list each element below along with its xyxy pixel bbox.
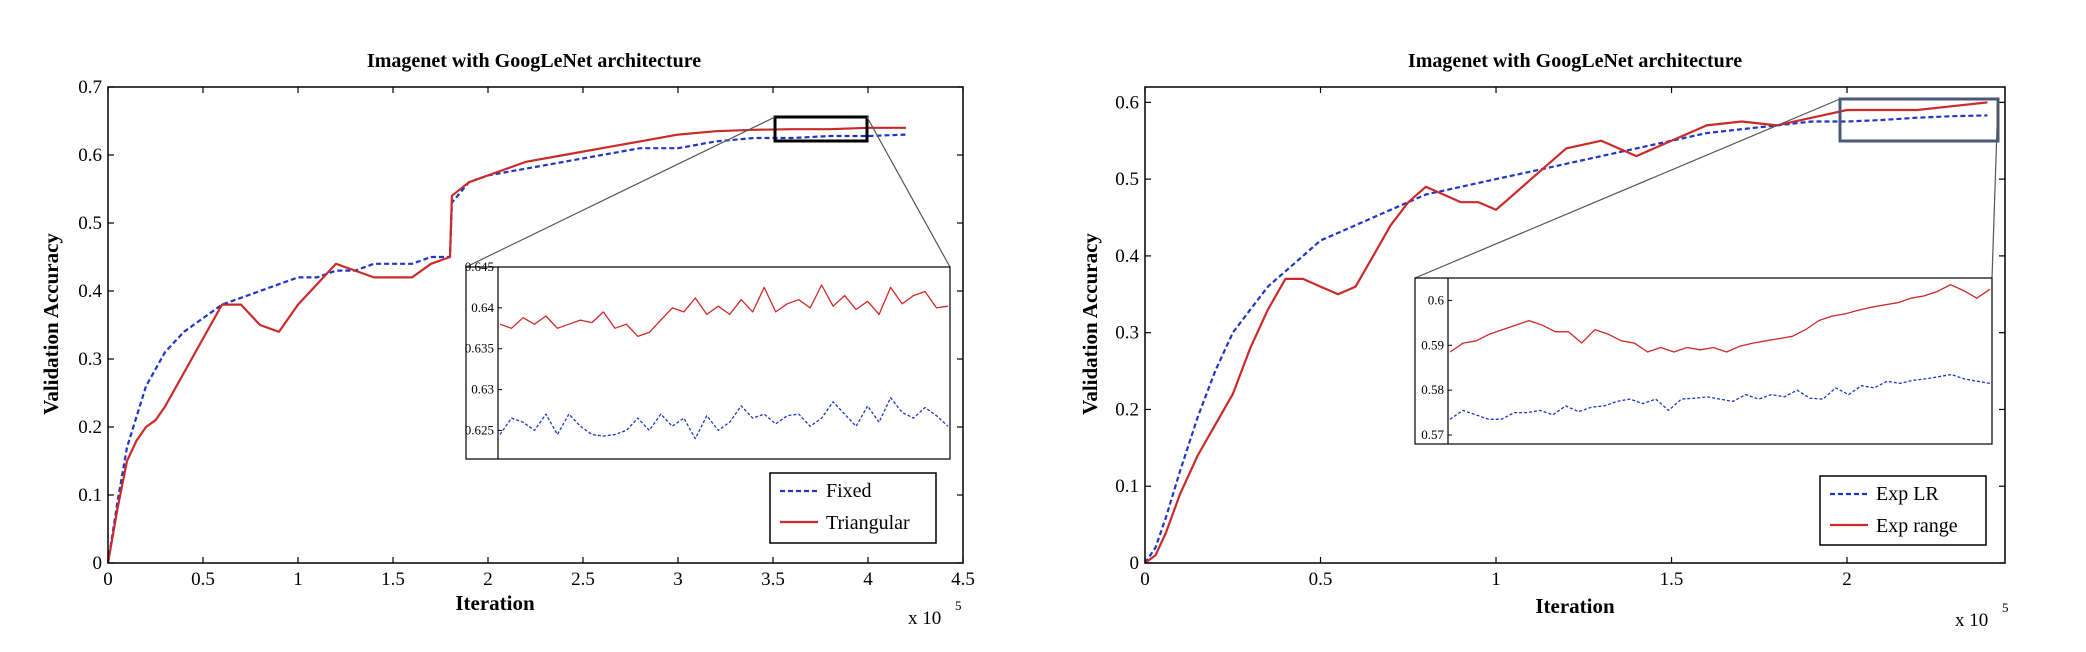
inset-series-line-fixed <box>499 397 949 440</box>
inset-y-tick-label: 0.59 <box>1421 337 1444 352</box>
chart-left: Imagenet with GoogLeNet architecture Ite… <box>39 50 975 629</box>
inset-y-tick-label: 0.58 <box>1421 382 1444 397</box>
inset-series-line-triangular <box>499 284 949 338</box>
inset-frame <box>465 266 951 460</box>
x-tick-label: 0 <box>1140 569 1150 590</box>
y-tick-label: 0.7 <box>78 77 102 98</box>
legend-box <box>769 472 937 544</box>
y-axis-label: Validation Accuracy <box>39 233 63 415</box>
legend-box <box>1819 475 1987 546</box>
y-tick-label: 0.6 <box>78 145 102 166</box>
chart-title: Imagenet with GoogLeNet architecture <box>1408 50 1742 72</box>
inset-y-tick-label: 0.63 <box>471 382 494 397</box>
tick-layer: 0 0.5 1 1.5 2 2.5 3 3.5 4 4.5 0 0.1 0.2 0.3 0.4 0.5 0.6 0… <box>78 77 975 590</box>
inset-series-line-exp-range <box>1449 284 1991 353</box>
x-tick-label: 3 <box>673 569 683 590</box>
y-tick-label: 0 <box>93 553 103 574</box>
inset-layer: 0.625 0.63 0.635 0.64 0.645 <box>465 259 949 440</box>
x-tick-label: 0 <box>103 569 113 590</box>
inset-y-tick-label: 0.625 <box>465 422 494 437</box>
x-tick-label: 2 <box>1842 569 1852 590</box>
x-tick-label: 3.5 <box>761 569 785 590</box>
x-tick-label: 1.5 <box>1660 569 1684 590</box>
x-tick-label: 2.5 <box>571 569 595 590</box>
inset-plot: 0.625 0.63 0.635 0.64 0.645 <box>465 259 951 460</box>
inset-y-tick-label: 0.6 <box>1428 292 1445 307</box>
x-tick-label: 4 <box>863 569 873 590</box>
y-tick-label: 0 <box>1130 553 1140 574</box>
y-tick-label: 0.2 <box>1115 399 1139 420</box>
x-tick-label: 1.5 <box>381 569 405 590</box>
legend-label-fixed: Fixed <box>826 480 872 502</box>
zoom-connector-right <box>1991 98 1999 279</box>
y-tick-label: 0.4 <box>1115 246 1139 267</box>
y-tick-label: 0.3 <box>78 349 102 370</box>
series-line-fixed <box>106 133 907 564</box>
y-tick-label: 0.1 <box>78 485 102 506</box>
chart-right: Imagenet with GoogLeNet architecture Ite… <box>1078 50 2009 631</box>
inset-plot: 0.57 0.58 0.59 0.6 <box>1414 277 1993 445</box>
y-axis-label: Validation Accuracy <box>1078 233 1102 415</box>
x-multiplier-exponent: 5 <box>955 598 962 613</box>
y-tick-label: 0.6 <box>1115 92 1139 113</box>
zoom-region-box <box>773 115 869 143</box>
x-axis-label: Iteration <box>1535 594 1615 618</box>
inset-y-tick-label: 0.57 <box>1421 427 1444 442</box>
y-tick-label: 0.4 <box>78 281 102 302</box>
zoom-connector-right <box>866 116 951 268</box>
y-tick-label: 0.5 <box>1115 169 1139 190</box>
y-tick-label: 0.3 <box>1115 323 1139 344</box>
zoom-connector-left <box>465 116 776 268</box>
y-tick-label: 0.1 <box>1115 476 1139 497</box>
inset-layer: 0.57 0.58 0.59 0.6 <box>1421 284 1991 442</box>
plot-area-frame <box>1144 86 2006 564</box>
legend-label-triangular: Triangular <box>826 512 910 534</box>
series-layer <box>106 126 907 564</box>
chart-title: Imagenet with GoogLeNet architecture <box>367 50 701 72</box>
y-tick-label: 0.2 <box>78 417 102 438</box>
y-tick-label: 0.5 <box>78 213 102 234</box>
tick-layer: 0 0.5 1 1.5 2 0 0.1 0.2 0.3 0.4 0.5 0.6 <box>1115 87 2005 590</box>
legend: Fixed Triangular <box>769 472 937 544</box>
x-axis-label: Iteration <box>455 591 535 615</box>
x-tick-label: 1 <box>1491 569 1501 590</box>
inset-y-tick-label: 0.635 <box>465 341 494 356</box>
legend-label-exp-range: Exp range <box>1876 515 1958 537</box>
x-tick-label: 4.5 <box>951 569 975 590</box>
x-multiplier-exponent: 5 <box>2002 600 2009 615</box>
x-tick-label: 2 <box>483 569 493 590</box>
x-tick-label: 0.5 <box>1309 569 1333 590</box>
zoom-connector-left <box>1414 98 1841 279</box>
x-tick-label: 1 <box>293 569 303 590</box>
x-tick-label: 0.5 <box>191 569 215 590</box>
series-line-exp-lr <box>1144 114 1988 564</box>
inset-y-tick-label: 0.64 <box>471 300 494 315</box>
inset-y-tick-label: 0.645 <box>465 259 494 274</box>
series-line-triangular <box>106 126 906 564</box>
plot-area-frame <box>107 86 964 564</box>
legend-label-exp-lr: Exp LR <box>1876 483 1939 505</box>
x-multiplier: x 10 <box>1955 610 1988 631</box>
inset-series-line-exp-lr <box>1449 373 1991 420</box>
legend: Exp LR Exp range <box>1819 475 1987 546</box>
inset-frame <box>1414 277 1993 445</box>
x-multiplier: x 10 <box>908 608 941 629</box>
zoom-region-box <box>1838 97 2000 143</box>
